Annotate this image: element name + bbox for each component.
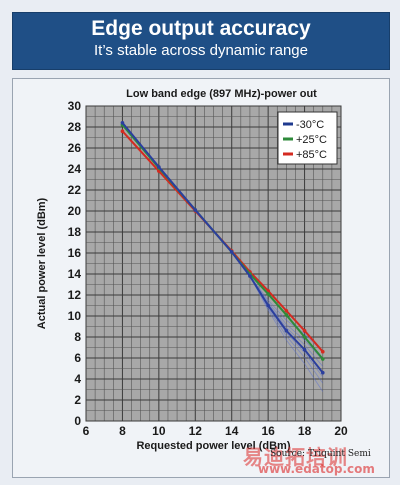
y-tick-label: 18 [68, 225, 82, 239]
x-tick-label: 16 [261, 424, 275, 438]
y-tick-label: 24 [68, 162, 82, 176]
figure-title: Edge output accuracy [91, 17, 311, 40]
y-tick-label: 8 [74, 330, 81, 344]
data-point [157, 165, 161, 169]
data-point [284, 313, 289, 317]
data-point [266, 303, 270, 308]
x-tick-label: 12 [189, 424, 203, 438]
line-chart: Low band edge (897 MHz)-power out 6 8 10 12 1… [36, 88, 348, 452]
y-tick-label: 14 [68, 267, 82, 281]
data-point [284, 308, 289, 313]
data-point [302, 335, 307, 339]
data-point [266, 292, 270, 296]
data-point [320, 370, 325, 375]
y-tick-label: 28 [68, 120, 82, 134]
x-tick-label: 20 [334, 424, 348, 438]
y-tick-label: 22 [68, 183, 82, 197]
data-point [320, 357, 325, 361]
y-tick-label: 6 [74, 351, 81, 365]
x-tick-label: 6 [83, 424, 90, 438]
y-tick-label: 26 [68, 141, 82, 155]
source-note: Source: Triquint Semi [270, 449, 371, 459]
x-axis-label: Requested power level (dBm) [136, 440, 290, 452]
watermark-url: www.edatop.com [258, 462, 375, 476]
legend-label: -30°C [296, 119, 324, 131]
x-tick-label: 14 [225, 424, 239, 438]
data-point [302, 347, 307, 352]
y-tick-label: 10 [68, 309, 82, 323]
data-point [120, 129, 125, 133]
data-point [229, 250, 234, 254]
data-point [302, 328, 307, 333]
data-point [320, 349, 325, 354]
y-tick-label: 0 [74, 414, 81, 428]
y-tick-label: 12 [68, 288, 82, 302]
data-point [284, 328, 289, 333]
x-tick-label: 8 [119, 424, 126, 438]
legend-label: +85°C [296, 149, 327, 161]
y-tick-label: 2 [74, 393, 81, 407]
y-tick-label: 20 [68, 204, 82, 218]
y-tick-label: 30 [68, 99, 82, 113]
watermark-text: 易迪拓培训 [243, 445, 348, 469]
data-point [120, 121, 125, 125]
y-tick-label: 4 [74, 372, 81, 386]
data-point [193, 208, 198, 212]
x-tick-label: 18 [298, 424, 312, 438]
chart-panel: Low band edge (897 MHz)-power out 6 8 10 12 1… [12, 78, 390, 478]
chart-title: Low band edge (897 MHz)-power out [126, 88, 317, 100]
x-tick-label: 10 [152, 424, 166, 438]
y-tick-label: 16 [68, 246, 82, 260]
figure-subtitle: It’s stable across dynamic range [94, 42, 308, 59]
y-axis-label: Actual power level (dBm) [36, 197, 48, 329]
header-banner: Edge output accuracy It’s stable across … [12, 12, 390, 70]
data-point [248, 274, 252, 278]
legend-label: +25°C [296, 134, 327, 146]
